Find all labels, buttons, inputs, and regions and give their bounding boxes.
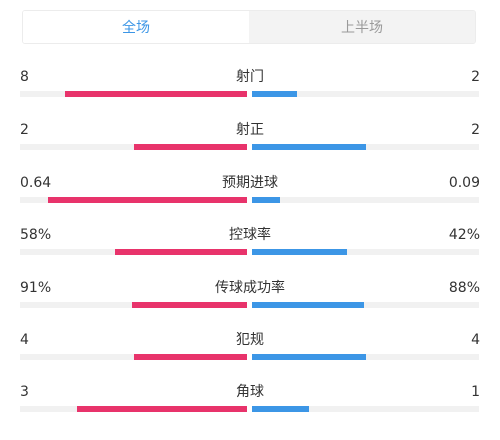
home-value: 58% xyxy=(20,227,52,243)
home-bar xyxy=(76,406,247,412)
home-value: 4 xyxy=(20,332,29,348)
stat-label: 预期进球 xyxy=(222,175,278,191)
away-value: 2 xyxy=(471,69,480,85)
away-bar xyxy=(252,197,280,203)
stat-label: 射正 xyxy=(236,122,264,138)
away-track xyxy=(252,144,479,150)
away-track xyxy=(252,197,479,203)
stat-row-shots: 8 射门 2 xyxy=(0,68,500,108)
away-value: 0.09 xyxy=(448,175,480,191)
home-track xyxy=(20,197,247,203)
stat-row-pass-accuracy: 91% 传球成功率 88% xyxy=(0,279,500,319)
period-tabs: 全场 上半场 xyxy=(22,10,476,44)
away-value: 2 xyxy=(471,122,480,138)
home-bar xyxy=(133,144,247,150)
stat-label: 射门 xyxy=(236,69,264,85)
away-track xyxy=(252,406,479,412)
home-bar xyxy=(47,197,247,203)
home-value: 3 xyxy=(20,384,29,400)
home-value: 91% xyxy=(20,280,52,296)
stat-label: 传球成功率 xyxy=(215,280,285,296)
stat-row-corners: 3 角球 1 xyxy=(0,383,500,423)
home-value: 8 xyxy=(20,69,29,85)
home-bar xyxy=(131,302,247,308)
tab-first-half[interactable]: 上半场 xyxy=(249,11,475,43)
stat-row-possession: 58% 控球率 42% xyxy=(0,226,500,266)
away-value: 88% xyxy=(448,280,480,296)
stat-label: 控球率 xyxy=(229,227,271,243)
home-value: 2 xyxy=(20,122,29,138)
home-bar xyxy=(65,91,247,97)
away-track xyxy=(252,91,479,97)
stat-label: 犯规 xyxy=(236,332,264,348)
home-track xyxy=(20,249,247,255)
home-bar xyxy=(115,249,247,255)
away-track xyxy=(252,354,479,360)
stat-row-shots-on-target: 2 射正 2 xyxy=(0,121,500,161)
home-value: 0.64 xyxy=(20,175,52,191)
home-track xyxy=(20,91,247,97)
stat-row-fouls: 4 犯规 4 xyxy=(0,331,500,371)
away-track xyxy=(252,249,479,255)
away-bar xyxy=(252,406,309,412)
away-bar xyxy=(252,91,298,97)
away-bar xyxy=(252,144,366,150)
away-value: 42% xyxy=(448,227,480,243)
home-track xyxy=(20,406,247,412)
home-track xyxy=(20,302,247,308)
home-bar xyxy=(133,354,247,360)
away-bar xyxy=(252,249,348,255)
away-track xyxy=(252,302,479,308)
away-value: 4 xyxy=(471,332,480,348)
away-bar xyxy=(252,302,364,308)
home-track xyxy=(20,144,247,150)
home-track xyxy=(20,354,247,360)
stat-label: 角球 xyxy=(236,384,264,400)
tab-full-match[interactable]: 全场 xyxy=(23,11,249,43)
stat-row-expected-goals: 0.64 预期进球 0.09 xyxy=(0,174,500,214)
away-bar xyxy=(252,354,366,360)
away-value: 1 xyxy=(471,384,480,400)
